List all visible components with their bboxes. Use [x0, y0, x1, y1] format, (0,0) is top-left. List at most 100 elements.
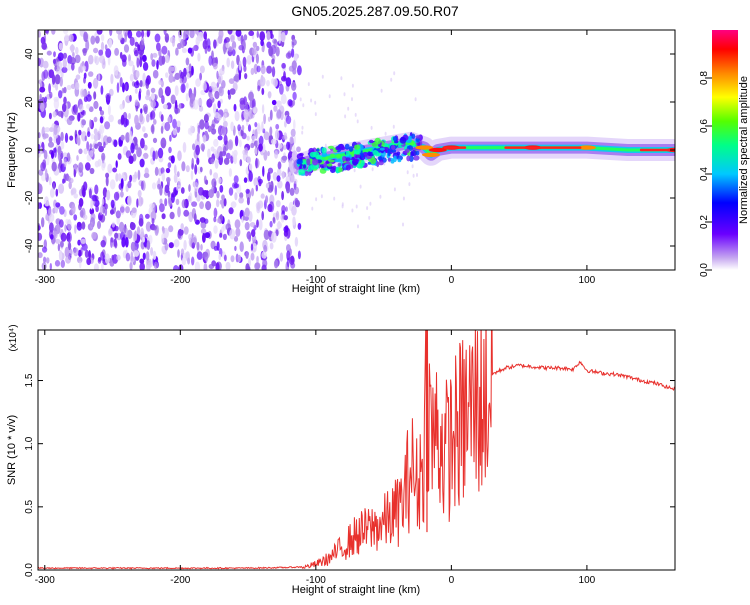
noise-blob [295, 199, 300, 208]
noise-blob [234, 135, 239, 147]
noise-blob [98, 257, 102, 262]
noise-blob [196, 251, 203, 260]
noise-blob [285, 206, 288, 212]
noise-blob [274, 150, 279, 159]
noise-blob [89, 150, 94, 158]
noise-blob [95, 35, 100, 44]
noise-blob [232, 156, 236, 163]
noise-blob [244, 73, 248, 80]
noise-blob [217, 35, 223, 44]
noise-blob [125, 227, 129, 239]
noise-blob [99, 110, 105, 116]
noise-blob [77, 112, 81, 122]
noise-blob [93, 133, 99, 142]
noise-blob [175, 184, 182, 191]
noise-blob [87, 131, 91, 138]
noise-blob [102, 187, 108, 198]
noise-blob [97, 73, 101, 82]
noise-blob [263, 229, 270, 240]
noise-blob [124, 237, 129, 248]
ridge-blob [312, 158, 319, 166]
noise-blob [411, 164, 414, 169]
noise-blob [217, 177, 222, 184]
noise-blob [204, 218, 209, 224]
noise-blob [168, 242, 174, 249]
noise-blob [134, 171, 138, 179]
snr-y-axis: 0.0 0.5 1.0 1.5 [24, 373, 675, 577]
noise-blob [129, 73, 134, 82]
noise-blob [199, 201, 205, 210]
noise-blob [86, 94, 92, 102]
noise-blob [142, 236, 146, 243]
ridge-blob [332, 165, 337, 171]
spectrogram-x-axis: -300 -200 -100 0 100 [35, 30, 596, 286]
noise-blob [82, 48, 87, 56]
noise-blob [238, 44, 244, 51]
noise-blob [353, 168, 356, 173]
noise-blob [46, 50, 52, 56]
noise-blob [161, 245, 165, 253]
noise-blob [302, 103, 305, 108]
noise-blob [90, 221, 93, 230]
noise-blob [136, 57, 140, 68]
noise-blob [340, 76, 343, 81]
ridge-blob [338, 143, 345, 150]
ridge-blob [378, 161, 384, 166]
noise-blob [196, 241, 200, 251]
noise-blob [40, 102, 45, 113]
noise-blob [268, 230, 272, 238]
noise-blob [48, 136, 53, 143]
noise-blob [55, 83, 59, 91]
noise-blob [77, 239, 81, 246]
noise-blob [239, 192, 244, 199]
noise-blob [204, 232, 211, 239]
ridge-blob [296, 153, 304, 160]
noise-blob [256, 124, 261, 135]
noise-blob [296, 146, 301, 153]
noise-blob [233, 149, 238, 157]
ridge-blob [391, 145, 396, 150]
noise-blob [229, 88, 236, 95]
spectrogram-x-tick-label: 100 [579, 275, 596, 286]
noise-blob [48, 141, 54, 148]
noise-blob [83, 214, 88, 221]
noise-blob [194, 164, 198, 175]
noise-blob [157, 183, 161, 190]
noise-blob [280, 93, 287, 105]
noise-blob [168, 146, 172, 154]
colorbar-gradient [712, 30, 738, 270]
noise-blob [366, 206, 369, 211]
noise-blob [150, 87, 156, 94]
noise-blob [44, 127, 50, 133]
noise-blob [203, 31, 207, 40]
noise-blob [138, 90, 141, 101]
noise-blob [243, 65, 247, 72]
noise-blob [165, 167, 171, 174]
noise-blob [76, 155, 79, 161]
noise-blob [93, 100, 99, 110]
noise-blob [107, 163, 113, 174]
noise-blob [98, 128, 102, 134]
noise-blob [197, 52, 201, 62]
noise-blob [63, 86, 67, 94]
noise-blob [145, 95, 150, 101]
noise-blob [150, 124, 155, 133]
snr-y-tick-label: 0.0 [24, 563, 35, 577]
noise-blob [134, 88, 138, 94]
noise-blob [234, 73, 240, 83]
colorbar-tick-label: 0.6 [699, 119, 710, 133]
noise-blob [152, 69, 159, 79]
noise-blob [94, 160, 100, 168]
noise-blob [209, 168, 213, 176]
noise-blob [73, 247, 79, 257]
noise-blob [180, 248, 185, 256]
noise-blob [227, 30, 233, 35]
ridge-blob [379, 147, 385, 151]
noise-blob [152, 52, 158, 58]
noise-blob [41, 217, 45, 228]
noise-blob [98, 49, 104, 56]
noise-blob [134, 99, 139, 107]
ridge-blob [330, 153, 335, 157]
